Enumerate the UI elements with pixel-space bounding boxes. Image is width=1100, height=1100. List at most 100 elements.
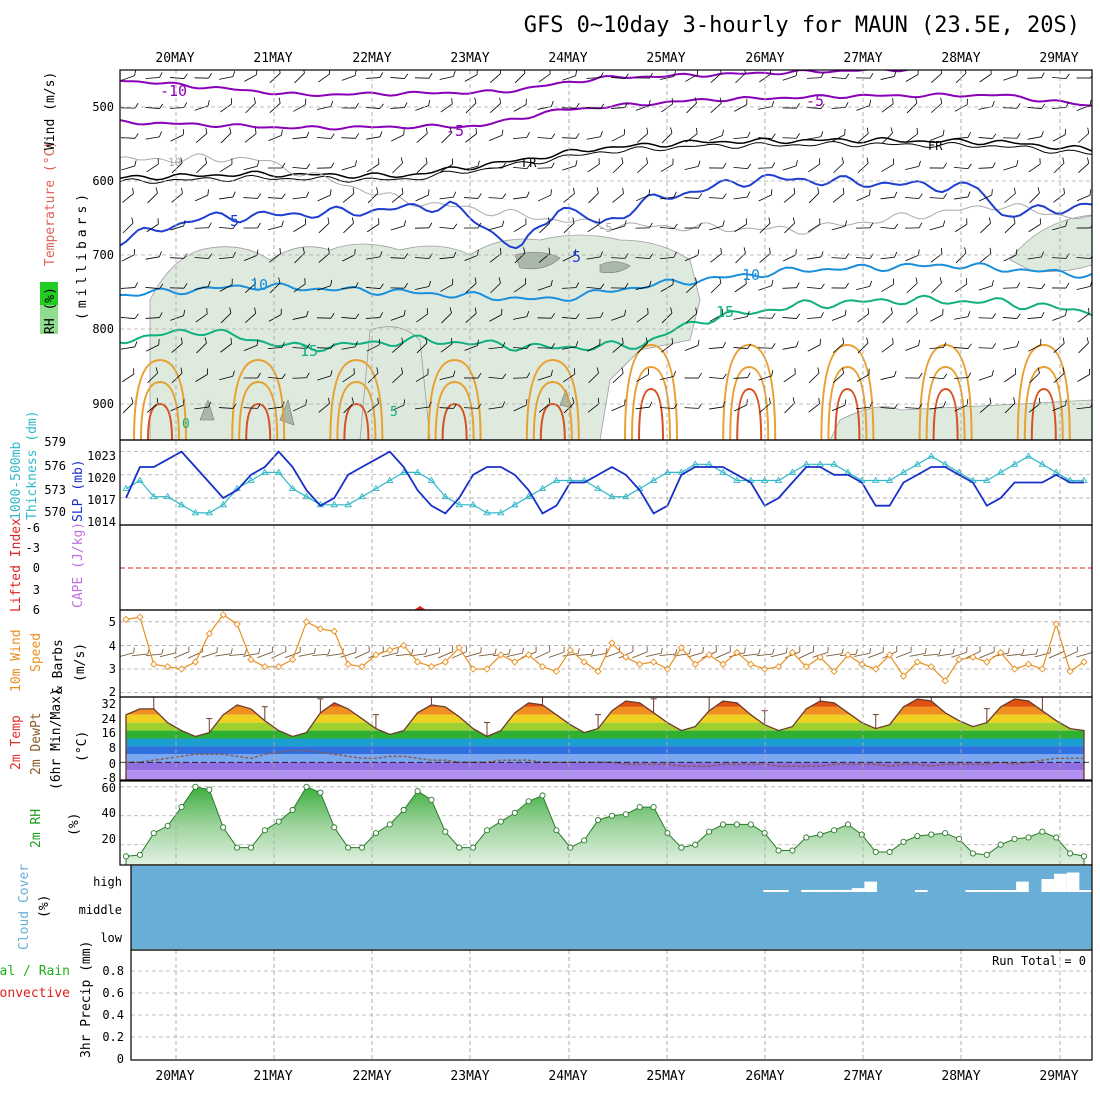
barb-shaft	[685, 133, 698, 143]
wind-barb	[685, 127, 698, 143]
barb-flag	[649, 222, 653, 229]
wind-barb	[293, 218, 306, 232]
surface-wind-barb	[923, 648, 942, 657]
barb-flag	[278, 97, 281, 104]
barb-flag	[882, 646, 884, 653]
barb-flag	[134, 160, 137, 167]
barb-flag	[281, 373, 286, 379]
barb-flag	[216, 647, 218, 653]
wind-barb	[880, 70, 897, 80]
barb-shaft	[219, 375, 233, 381]
wind-barb	[171, 367, 183, 384]
rh-point	[275, 818, 282, 825]
barb-shaft	[201, 651, 218, 658]
barb-shaft	[145, 653, 162, 657]
bottom-date-label: 21MAY	[253, 1069, 292, 1084]
wind-barb	[343, 397, 354, 414]
surface-wind-barb	[645, 647, 663, 657]
barb-flag	[673, 403, 678, 409]
wind-barb	[538, 70, 551, 83]
barb-flag	[477, 339, 479, 346]
barb-shaft	[588, 192, 599, 204]
wind-speed-point	[469, 665, 477, 673]
top-date-label: 27MAY	[843, 51, 882, 66]
wind-speed-point	[719, 660, 727, 668]
barb-flag	[758, 648, 761, 655]
barb-flag	[796, 313, 801, 319]
rh-point	[400, 806, 407, 814]
barb-flag	[600, 251, 603, 258]
surface-wind-barb	[951, 646, 968, 658]
wind-barb	[979, 70, 992, 83]
barb-flag	[378, 218, 380, 225]
barb-shaft	[121, 373, 135, 383]
wind-speed-point	[483, 665, 491, 673]
surface-wind-barb	[145, 648, 164, 657]
wind-speed-point	[302, 618, 311, 626]
barb-shaft	[439, 196, 454, 200]
wind-barb	[1003, 341, 1020, 350]
barb-flag	[721, 308, 723, 315]
barb-shaft	[1053, 193, 1065, 203]
precip-units-label: 3hr Precip (mm)	[79, 941, 94, 1058]
barb-shaft	[268, 225, 282, 231]
wind-barb	[586, 283, 605, 289]
barb-flag	[208, 73, 212, 79]
barb-flag	[1013, 217, 1016, 224]
wind-barb	[586, 131, 603, 140]
barb-shaft	[219, 76, 233, 80]
wind-barb	[318, 217, 330, 234]
barb-flag	[918, 193, 923, 199]
barb-flag	[425, 127, 428, 134]
barb-shaft	[951, 651, 967, 658]
barb-flag	[722, 342, 726, 348]
barb-shaft	[806, 287, 822, 289]
barb-flag	[646, 127, 649, 134]
barb-shaft	[218, 256, 234, 260]
wind-barb	[343, 217, 354, 234]
wind-speed-point	[1066, 667, 1074, 676]
barb-shaft	[341, 165, 356, 171]
barb-flag	[577, 648, 580, 654]
cloud-level-low: low	[100, 931, 122, 945]
wind-barb	[316, 313, 335, 319]
barb-shaft	[535, 651, 550, 659]
upper-air-panel	[120, 70, 1092, 440]
wind-barb	[806, 72, 825, 79]
barb-shaft	[513, 404, 527, 412]
barb-flag	[845, 73, 850, 79]
wind-barb	[440, 337, 453, 353]
contour-label: -10	[160, 82, 187, 100]
barb-flag	[869, 401, 873, 408]
barb-flag	[910, 646, 912, 653]
barb-flag	[695, 307, 698, 314]
wind-speed-point	[275, 663, 283, 671]
barb-flag	[1016, 341, 1020, 347]
barb-shaft	[853, 652, 870, 657]
barb-flag	[720, 247, 722, 254]
thickness-tick: 573	[44, 483, 66, 497]
barb-flag	[330, 133, 335, 139]
barb-shaft	[684, 197, 699, 199]
rh-point	[234, 844, 241, 851]
barb-shaft	[710, 73, 722, 83]
slp-thickness-panel	[120, 450, 1092, 516]
wind-barb	[514, 278, 527, 293]
barb-shaft	[1003, 346, 1017, 350]
barb-shaft	[831, 107, 846, 109]
wind-barb	[979, 189, 993, 202]
barb-flag	[785, 647, 788, 654]
wind-barb	[684, 372, 702, 379]
barb-flag	[812, 646, 815, 652]
wind-barb	[390, 102, 408, 109]
wind-speed-point	[358, 663, 366, 671]
wind-speed-point	[594, 667, 602, 676]
barb-shaft	[1029, 372, 1040, 384]
barb-flag	[942, 220, 946, 227]
barb-flag	[991, 369, 994, 376]
barb-flag	[820, 103, 825, 109]
barb-flag	[624, 253, 629, 259]
rh2m-panel	[120, 783, 1092, 865]
wind-barb	[367, 397, 379, 413]
barb-shaft	[826, 653, 843, 657]
